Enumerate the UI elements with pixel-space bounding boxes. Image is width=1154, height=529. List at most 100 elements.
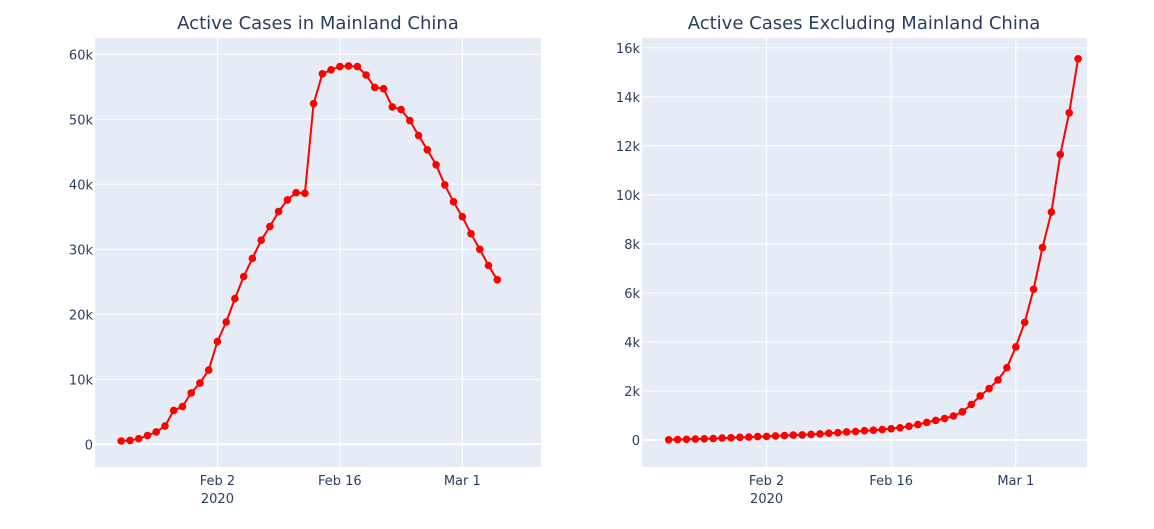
data-point — [213, 337, 222, 346]
data-point — [949, 412, 958, 420]
data-point — [673, 435, 682, 444]
data-point — [816, 430, 824, 438]
data-point — [1065, 109, 1073, 117]
data-point — [476, 245, 484, 254]
series-markers-left — [117, 62, 502, 445]
y-tick-label: 0 — [632, 434, 640, 449]
data-point — [736, 433, 744, 442]
data-point — [353, 62, 362, 71]
data-point — [700, 435, 709, 443]
y-tick-label: 0 — [85, 438, 93, 453]
data-point — [336, 62, 344, 71]
gridlines-left — [95, 38, 541, 467]
data-point — [745, 433, 753, 441]
data-point — [292, 188, 300, 197]
data-point — [931, 416, 940, 425]
data-point — [309, 99, 318, 108]
y-tick-label: 14k — [616, 91, 641, 106]
data-point — [458, 212, 467, 221]
data-point — [327, 66, 335, 74]
y-tick-label: 6k — [624, 287, 640, 302]
data-point — [718, 434, 726, 442]
data-point — [239, 272, 248, 281]
data-point — [834, 428, 842, 437]
data-point — [362, 71, 370, 79]
x-tick-year-label: 2020 — [201, 492, 234, 507]
data-point — [388, 103, 397, 111]
plot-area-right — [642, 38, 1087, 467]
chart-right: 0 2k 4k 6k 8k 10k 12k 14k 16k Feb 2 2020 Feb 16 Mar … — [616, 13, 1087, 507]
x-tick-label: Feb 16 — [318, 474, 362, 489]
data-point — [842, 428, 851, 436]
data-point — [887, 425, 895, 433]
series-markers-right — [664, 55, 1082, 444]
x-tick-year-label: 2020 — [750, 492, 783, 507]
data-point — [1029, 285, 1038, 294]
data-point — [266, 222, 274, 231]
data-point — [423, 146, 432, 154]
data-point — [126, 436, 134, 445]
data-point — [397, 105, 405, 114]
data-point — [905, 422, 913, 431]
data-point — [187, 389, 195, 397]
data-point — [344, 62, 353, 70]
data-point — [958, 408, 967, 416]
data-point — [134, 434, 143, 443]
data-point — [682, 435, 691, 444]
data-point — [222, 318, 230, 326]
data-point — [985, 384, 993, 393]
data-point — [780, 431, 789, 440]
y-tick-label: 20k — [69, 308, 94, 323]
data-point — [753, 432, 762, 441]
data-point — [771, 432, 780, 440]
data-point — [762, 432, 771, 441]
data-point — [994, 376, 1002, 384]
data-point — [414, 131, 423, 140]
data-point — [371, 83, 379, 92]
data-point — [283, 196, 292, 204]
tick-labels-right: 0 2k 4k 6k 8k 10k 12k 14k 16k Feb 2 2020 Feb 16 Mar … — [616, 42, 1034, 507]
data-point — [914, 420, 922, 429]
data-point — [318, 70, 327, 78]
data-point — [484, 261, 493, 270]
gridlines-right — [642, 38, 1087, 467]
data-point — [798, 431, 806, 439]
data-point — [1056, 150, 1065, 159]
data-point — [860, 426, 869, 435]
data-point — [1003, 363, 1011, 372]
plot-area-left — [95, 38, 541, 467]
data-point — [709, 434, 717, 443]
y-tick-label: 10k — [616, 189, 641, 204]
chart-title-right: Active Cases Excluding Mainland China — [688, 13, 1041, 34]
data-point — [1047, 208, 1056, 216]
data-point — [825, 429, 833, 438]
data-point — [406, 116, 414, 125]
tick-labels-left: 0 10k 20k 30k 40k 50k 60k Feb 2 2020 Feb 16 Mar 1 — [69, 48, 481, 507]
data-point — [896, 424, 904, 432]
data-point — [691, 435, 700, 443]
data-point — [257, 236, 266, 244]
x-tick-label: Feb 2 — [749, 474, 784, 489]
data-point — [161, 422, 169, 430]
data-point — [467, 229, 475, 238]
data-point — [274, 207, 283, 216]
data-point — [169, 406, 178, 415]
x-tick-label: Feb 16 — [869, 474, 913, 489]
data-point — [493, 276, 502, 284]
data-point — [379, 84, 388, 93]
y-tick-label: 50k — [69, 113, 94, 128]
data-point — [152, 428, 160, 436]
data-point — [1012, 343, 1020, 351]
data-point — [248, 254, 257, 263]
data-point — [976, 392, 984, 400]
data-point — [727, 434, 735, 442]
data-point — [117, 437, 125, 445]
y-tick-label: 30k — [69, 243, 94, 258]
y-tick-label: 40k — [69, 178, 94, 193]
y-tick-label: 4k — [624, 336, 640, 351]
data-point — [432, 161, 440, 169]
data-point — [664, 436, 673, 444]
data-point — [178, 402, 187, 411]
